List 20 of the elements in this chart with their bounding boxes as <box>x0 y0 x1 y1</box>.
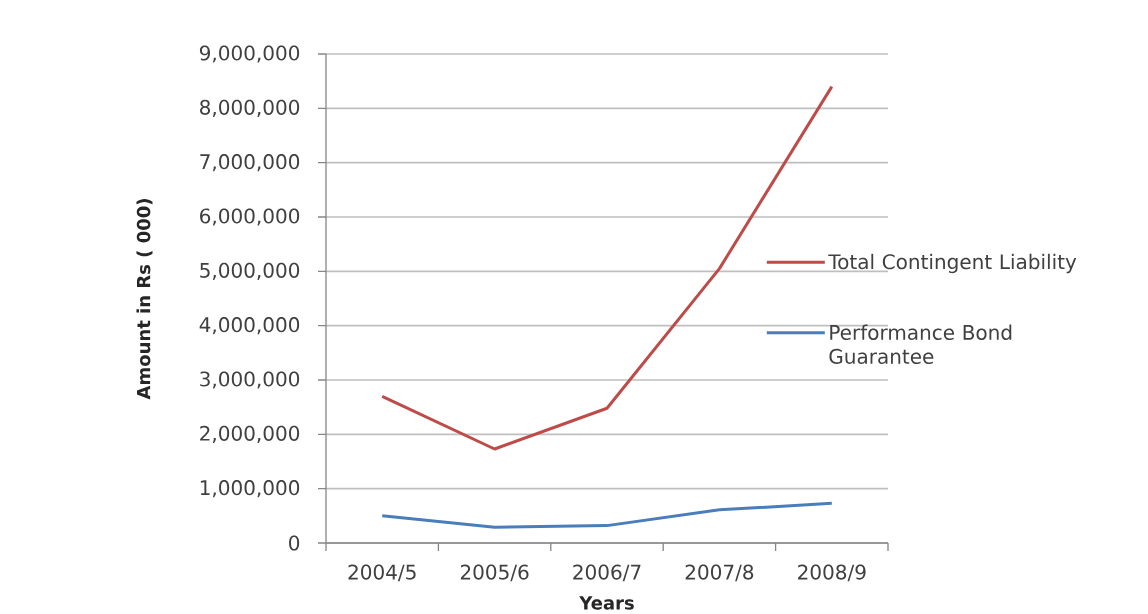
x-tick-label: 2008/9 <box>798 564 866 582</box>
legend-label: Total Contingent Liability <box>828 253 1077 274</box>
y-tick-label: 6,000,000 <box>200 208 300 226</box>
x-tick-label: 2006/7 <box>573 564 641 582</box>
y-tick-label: 2,000,000 <box>200 425 300 443</box>
y-tick-label: 1,000,000 <box>200 480 300 498</box>
y-tick-label: 5,000,000 <box>200 262 300 280</box>
y-tick-label: 0 <box>289 535 300 551</box>
line-series <box>380 501 834 529</box>
x-axis-title: Years <box>579 596 634 610</box>
x-tick-label: 2007/8 <box>685 564 754 582</box>
y-tick-label: 3,000,000 <box>200 371 300 389</box>
y-tick-label: 7,000,000 <box>200 154 300 172</box>
y-tick-label: 8,000,000 <box>200 99 300 117</box>
y-tick-label: 9,000,000 <box>199 45 300 63</box>
legend-label: Performance Bond Guarantee <box>829 324 1012 364</box>
x-tick-label: 2004/5 <box>348 564 416 582</box>
y-tick-label: 4,000,000 <box>199 317 300 335</box>
x-tick-label: 2005/6 <box>460 564 529 582</box>
y-axis-title: Amount in Rs ( 000) <box>136 199 153 400</box>
